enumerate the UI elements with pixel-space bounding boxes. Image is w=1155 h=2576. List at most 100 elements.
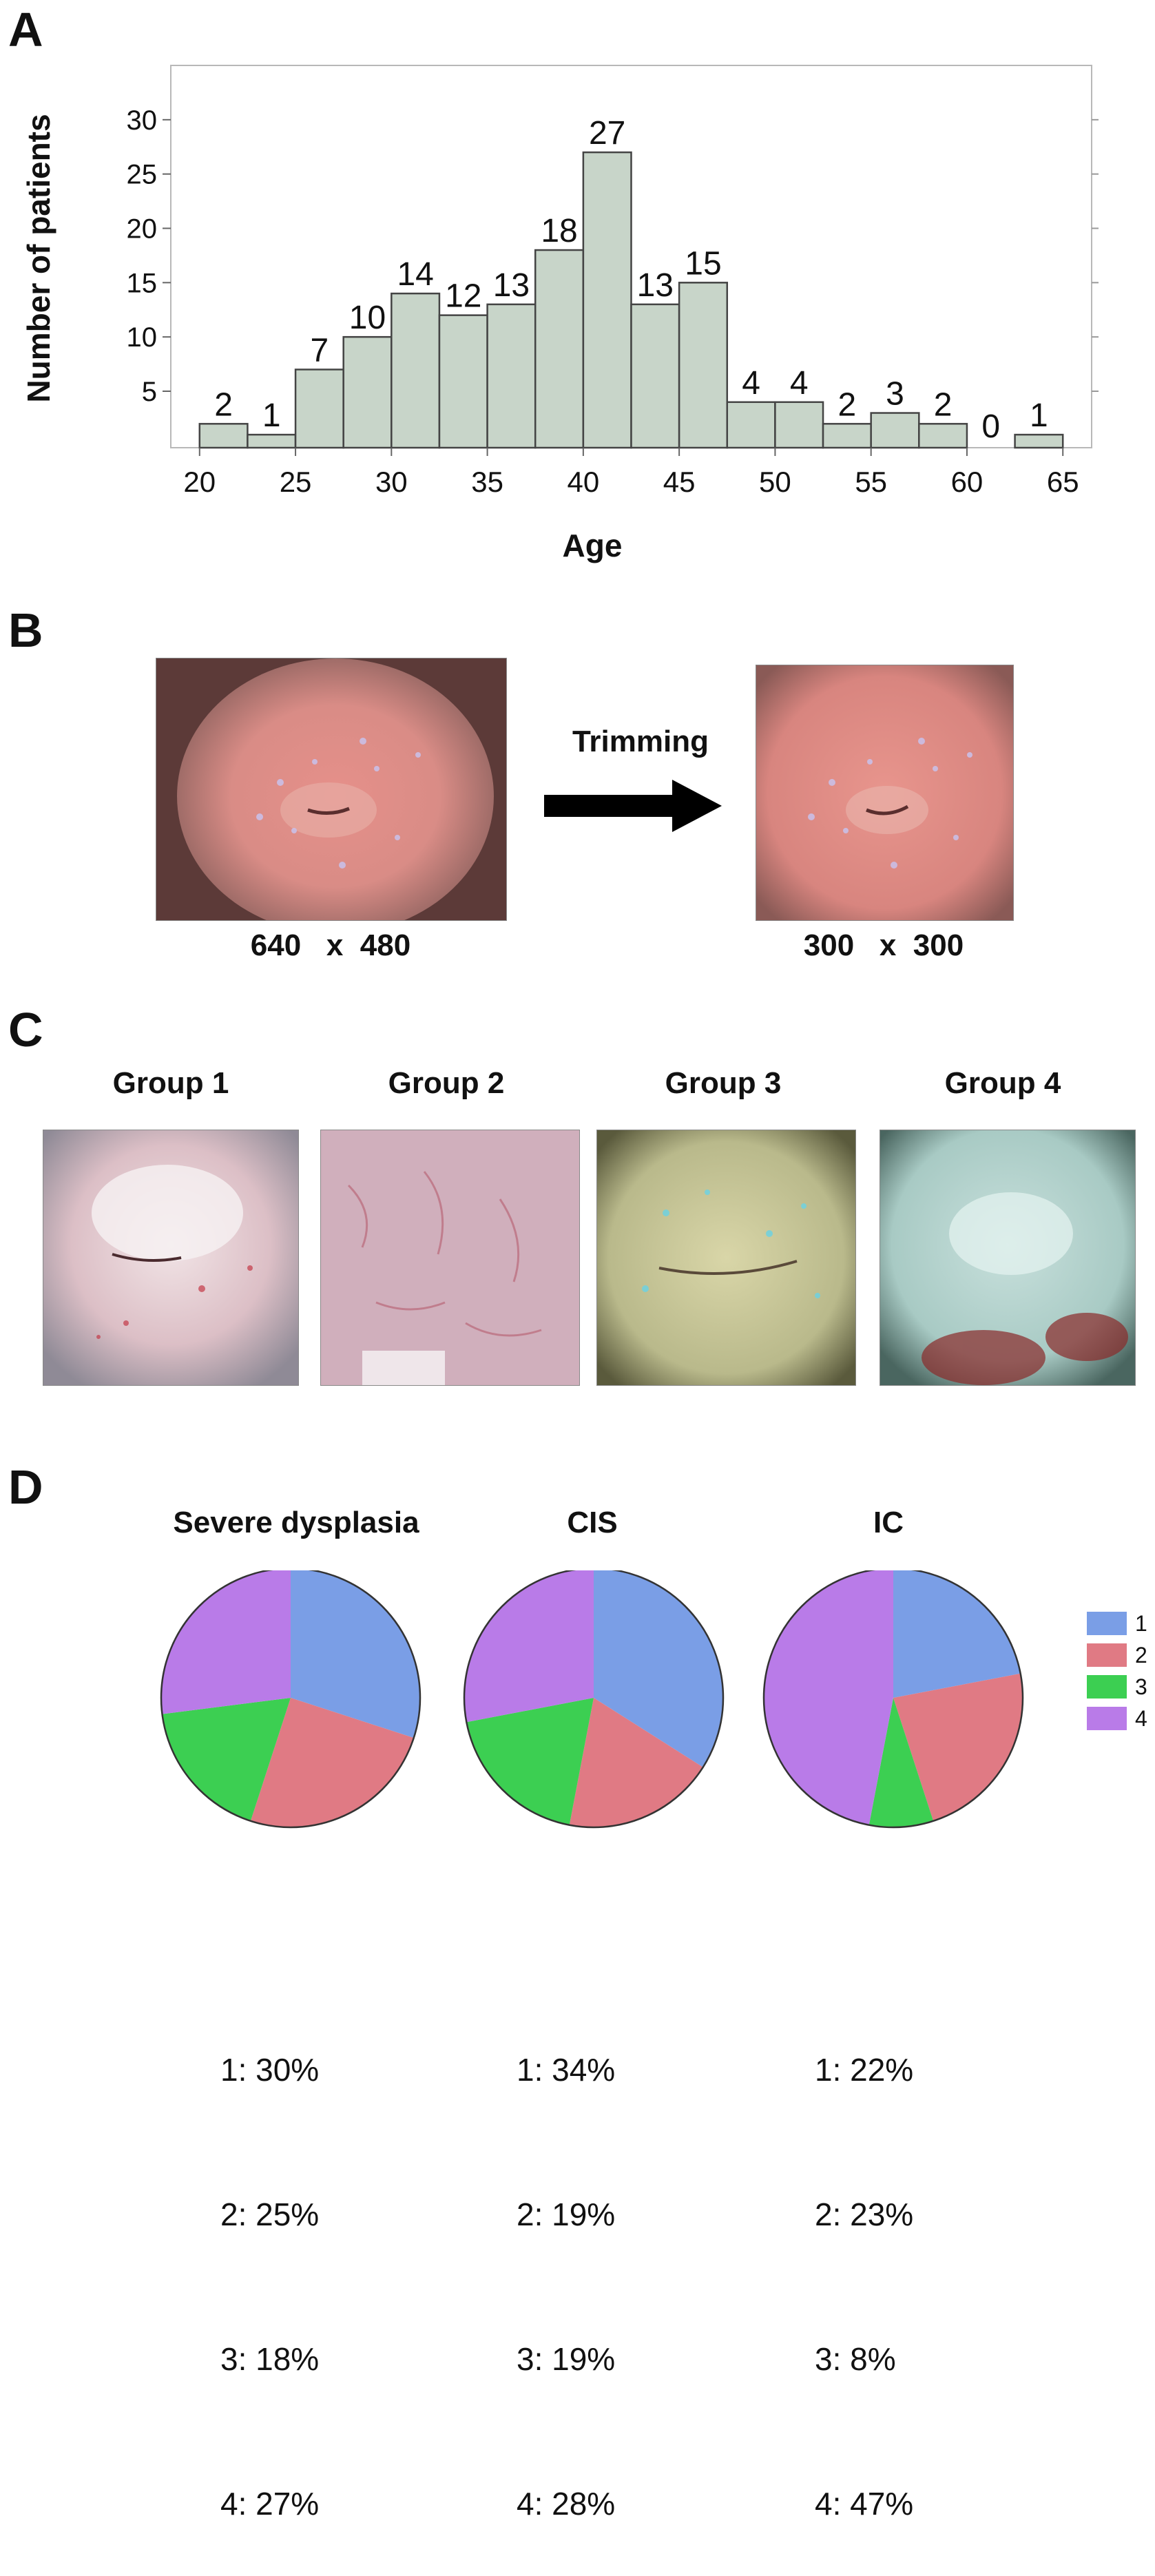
bar-value-label: 0: [981, 408, 1000, 445]
legend-label: 1: [1135, 1611, 1147, 1636]
legend-swatch-2: [1087, 1643, 1127, 1667]
trimming-arrow-icon: [544, 780, 722, 832]
trimmed-size-label: 300 x 300: [803, 928, 964, 962]
pie-slice-3: [868, 1698, 934, 1827]
histogram-bar: [198, 423, 249, 449]
pct-line: 1: 30%: [220, 2052, 320, 2088]
bar-value-label: 2: [214, 386, 233, 423]
histogram-bar: [1014, 433, 1064, 449]
legend-swatch-4: [1087, 1707, 1127, 1730]
pie-slice-1: [594, 1570, 723, 1767]
x-tick-label: 65: [1047, 466, 1079, 498]
group-1-image: [43, 1130, 299, 1386]
histogram-bar: [294, 368, 344, 449]
pct-line: 1: 34%: [517, 2052, 616, 2088]
x-tick-label: 30: [375, 466, 408, 498]
pct-line: 3: 19%: [517, 2341, 616, 2377]
pie-3-percentages: 1: 22% 2: 23% 3: 8% 4: 47%: [815, 1949, 913, 2576]
panel-b-label: B: [8, 603, 43, 657]
pie-slice-2: [569, 1698, 703, 1827]
pct-line: 3: 18%: [220, 2341, 320, 2377]
histogram-bar: [342, 335, 393, 449]
x-tick-label: 45: [663, 466, 696, 498]
histogram-bar: [726, 401, 776, 449]
pie-legend: 1 2 3 4: [1087, 1611, 1147, 1731]
histogram-bar: [918, 423, 968, 449]
x-tick-label: 40: [568, 466, 600, 498]
pie-severe-dysplasia: [160, 1570, 422, 1829]
histogram-bar: [630, 303, 680, 449]
pie-slice-3: [466, 1698, 594, 1825]
pct-line: 1: 22%: [815, 2052, 914, 2088]
pie-slice-4: [464, 1570, 594, 1723]
x-tick-label: 60: [951, 466, 984, 498]
pie-outline: [160, 1570, 422, 1829]
histogram-bar: [486, 303, 537, 449]
histogram-bar: [438, 314, 488, 449]
bar-value-label: 2: [934, 386, 953, 423]
panel-c-label: C: [8, 1003, 43, 1057]
pie-3-title: IC: [873, 1506, 904, 1539]
y-tick-label: 15: [127, 268, 158, 298]
x-tick-label: 25: [280, 466, 312, 498]
group-4-image: [880, 1130, 1136, 1386]
pie-2-title: CIS: [567, 1506, 618, 1539]
bar-value-label: 14: [397, 256, 433, 293]
pct-line: 2: 19%: [517, 2196, 616, 2232]
group-3-title: Group 3: [665, 1066, 782, 1100]
histogram-bar: [870, 412, 920, 449]
pie-slice-2: [893, 1673, 1023, 1821]
bar-value-label: 1: [262, 397, 281, 434]
pct-line: 2: 23%: [815, 2196, 914, 2232]
legend-label: 3: [1135, 1674, 1147, 1699]
histogram-bar: [822, 423, 872, 449]
histogram-bar: [391, 292, 441, 449]
group-3-image: [596, 1130, 856, 1386]
legend-label: 2: [1135, 1643, 1147, 1668]
pct-line: 4: 47%: [815, 2486, 914, 2522]
bar-value-label: 15: [685, 245, 721, 282]
legend-swatch-1: [1087, 1612, 1127, 1635]
group-2-title: Group 2: [388, 1066, 505, 1100]
pie-outline: [463, 1570, 725, 1829]
original-colposcopy-image: [156, 658, 507, 921]
pie-slice-4: [161, 1570, 291, 1714]
pct-line: 4: 27%: [220, 2486, 320, 2522]
pie-slice-2: [250, 1698, 414, 1827]
pct-line: 3: 8%: [815, 2341, 896, 2377]
y-axis-label: Number of patients: [21, 114, 56, 402]
bar-value-label: 2: [838, 386, 857, 423]
x-tick-label: 35: [471, 466, 503, 498]
y-tick-label: 30: [127, 105, 158, 136]
histogram-bar: [534, 249, 585, 449]
trimming-label: Trimming: [572, 725, 709, 758]
bar-value-label: 13: [493, 267, 530, 304]
group-2-image: [320, 1130, 580, 1386]
x-tick-label: 20: [183, 466, 216, 498]
y-tick-label: 10: [127, 322, 158, 353]
pie-2-percentages: 1: 34% 2: 19% 3: 19% 4: 28%: [517, 1949, 615, 2576]
bar-value-label: 18: [541, 213, 577, 249]
legend-label: 4: [1135, 1706, 1147, 1731]
panel-d-label: D: [8, 1460, 43, 1514]
bar-value-label: 7: [311, 332, 329, 368]
pct-line: 2: 25%: [220, 2196, 320, 2232]
pct-line: 4: 28%: [517, 2486, 616, 2522]
bar-value-label: 27: [589, 115, 625, 152]
group-1-title: Group 1: [112, 1066, 229, 1100]
trimmed-colposcopy-image: [756, 665, 1014, 921]
pie-1-title: Severe dysplasia: [173, 1506, 419, 1539]
histogram-bar: [247, 433, 297, 449]
legend-swatch-3: [1087, 1675, 1127, 1699]
group-4-title: Group 4: [944, 1066, 1061, 1100]
panel-a-label: A: [8, 3, 43, 56]
histogram-bar: [774, 401, 824, 449]
bar-value-label: 4: [790, 365, 809, 402]
pie-outline: [762, 1570, 1024, 1829]
pie-slice-1: [893, 1570, 1021, 1698]
x-tick-label: 50: [759, 466, 791, 498]
x-tick-label: 55: [855, 466, 887, 498]
histogram-bar: [582, 151, 632, 449]
pie-cis: [463, 1570, 725, 1829]
